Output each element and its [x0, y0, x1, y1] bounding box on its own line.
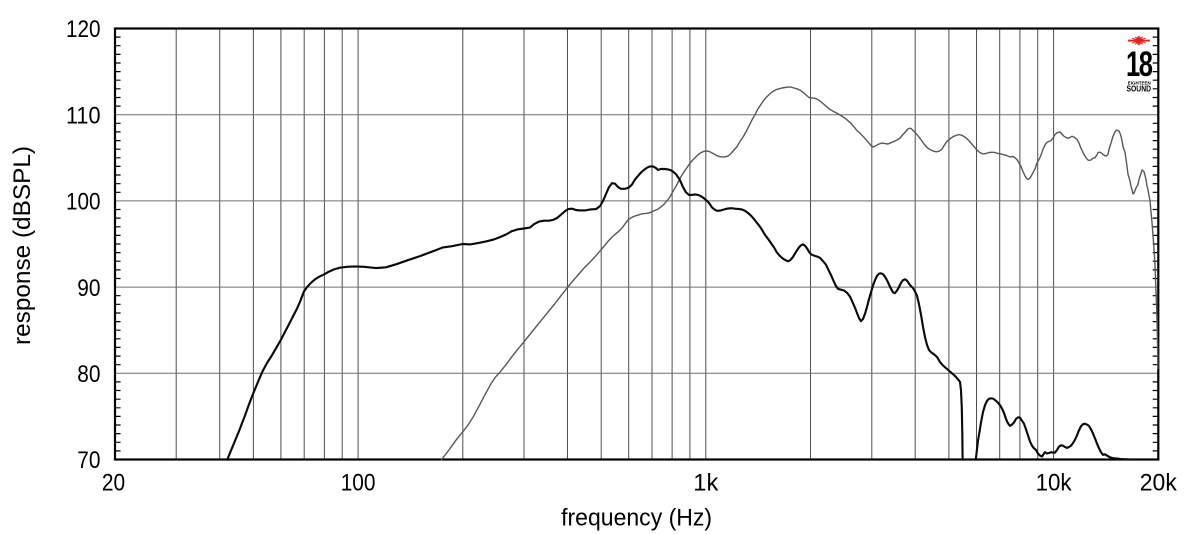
svg-text:100: 100 [341, 469, 376, 496]
svg-text:70: 70 [77, 447, 100, 474]
svg-text:10k: 10k [1036, 469, 1073, 496]
svg-text:100: 100 [66, 189, 101, 216]
svg-text:frequency (Hz): frequency (Hz) [561, 505, 712, 532]
svg-text:90: 90 [77, 275, 100, 302]
svg-text:18: 18 [1126, 45, 1153, 84]
svg-text:1k: 1k [693, 469, 719, 496]
svg-text:110: 110 [66, 102, 101, 129]
svg-text:response (dBSPL): response (dBSPL) [9, 146, 36, 345]
svg-text:SOUND: SOUND [1127, 84, 1152, 93]
svg-text:120: 120 [66, 16, 101, 43]
svg-text:20: 20 [102, 469, 125, 496]
svg-text:20k: 20k [1140, 469, 1178, 496]
svg-text:EIGHTEEN: EIGHTEEN [1128, 81, 1152, 86]
svg-text:80: 80 [77, 361, 100, 388]
